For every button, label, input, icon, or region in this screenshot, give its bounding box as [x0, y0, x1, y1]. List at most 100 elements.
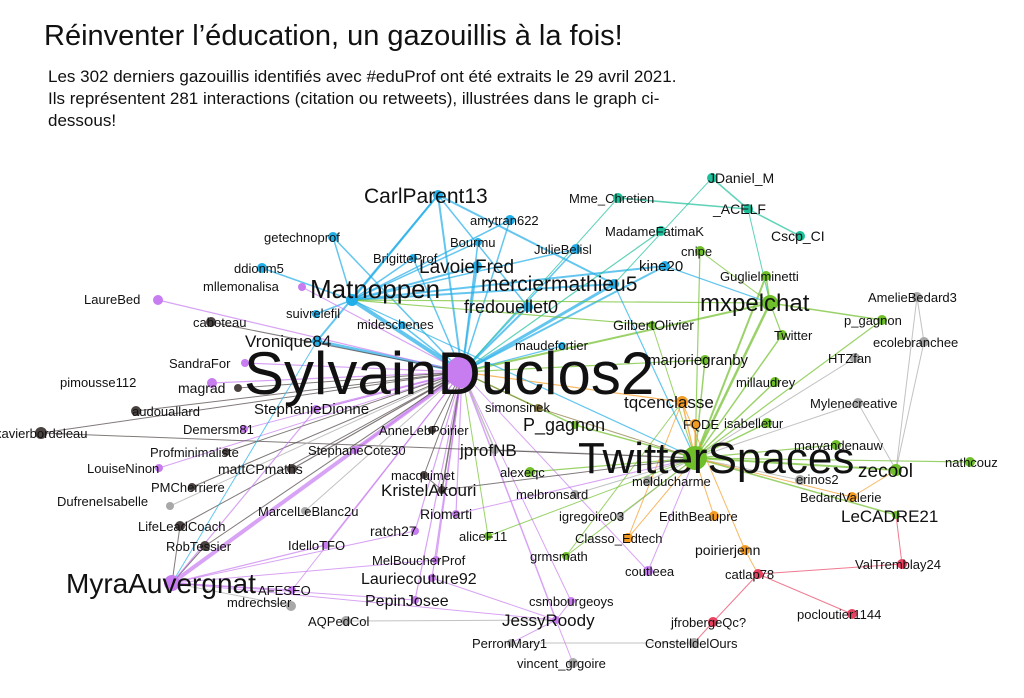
graph-node [795, 231, 805, 241]
node-label: CarlParent13 [364, 185, 488, 208]
node-label: AQPedCol [308, 614, 370, 629]
node-label: jfrobergeQc? [670, 615, 746, 630]
graph-node [643, 566, 653, 576]
graph-node [438, 486, 446, 494]
graph-node [762, 295, 778, 311]
graph-node [609, 279, 619, 289]
node-label: Lauriecouture92 [361, 571, 477, 588]
node-label: erinos2 [796, 472, 839, 487]
graph-edge [461, 265, 666, 373]
node-label: LeCADRE21 [841, 507, 938, 526]
node-label: marvandenauw [794, 438, 883, 453]
node-label: IdelloTFO [288, 538, 345, 553]
graph-edges [40, 177, 971, 664]
graph-edge [291, 371, 463, 470]
node-label: nathcouz [945, 455, 998, 470]
graph-edge [895, 296, 918, 471]
node-label: alexeqc [500, 465, 545, 480]
graph-node [683, 446, 707, 470]
node-label: LifeLeadCoach [138, 519, 225, 534]
graph-edge [171, 582, 557, 621]
node-label: Riomarti [420, 506, 472, 522]
graph-edge [435, 371, 463, 561]
graph-edge [694, 457, 801, 481]
graph-edge [204, 371, 463, 547]
node-label: audouallard [132, 404, 200, 419]
graph-node [761, 271, 771, 281]
graph-edge [747, 208, 771, 304]
node-label: mllemonalisa [203, 279, 280, 294]
graph-node [188, 483, 196, 491]
graph-edge [461, 219, 511, 373]
node-label: igregoire03 [559, 509, 624, 524]
graph-edge [301, 286, 463, 373]
graph-edge [510, 619, 557, 644]
graph-edge [694, 275, 767, 459]
graph-node [446, 356, 478, 388]
node-label: PerronMary1 [472, 636, 547, 651]
graph-node [351, 446, 359, 454]
node-label: JDaniel_M [708, 170, 774, 186]
graph-edge [351, 299, 696, 459]
graph-node [571, 490, 579, 498]
node-label: merciermathieu5 [481, 273, 637, 296]
node-label: Guglielminetti [720, 269, 799, 284]
graph-node [743, 204, 753, 214]
node-label: BrigitteProf [373, 251, 438, 266]
graph-edge [895, 514, 903, 565]
graph-edge [157, 299, 463, 373]
graph-edge [40, 432, 696, 459]
graph-edge [613, 283, 696, 459]
graph-edge [414, 371, 463, 532]
graph-edge [694, 457, 897, 471]
graph-edge [699, 250, 771, 304]
graph-edge [857, 402, 897, 471]
graph-edge [455, 457, 696, 515]
graph-edge [316, 194, 439, 342]
graph-node [166, 502, 174, 510]
graph-edge [261, 267, 353, 301]
node-label: simonsinek [485, 400, 551, 415]
graph-edge [916, 296, 925, 343]
graph-edge [169, 371, 463, 507]
graph-node [472, 261, 482, 271]
node-label: JessyRoody [502, 611, 595, 630]
node-label: MelBoucherProf [372, 553, 466, 568]
graph-node [853, 398, 863, 408]
node-label: StephaneCote30 [308, 443, 406, 458]
graph-edge [461, 359, 706, 373]
node-label: LouiseNinon [87, 461, 159, 476]
graph-node [164, 575, 180, 591]
graph-edge [461, 371, 489, 537]
graph-edge [694, 402, 859, 459]
graph-edge [351, 257, 414, 301]
node-label: maudefortier [515, 338, 589, 353]
graph-edge [537, 407, 696, 459]
graph-node [432, 556, 440, 564]
graph-edge [461, 371, 572, 602]
graph-edge [158, 371, 463, 469]
graph-edge [574, 424, 696, 459]
graph-edge [351, 219, 511, 301]
graph-edge [455, 371, 463, 515]
graph-edge [351, 265, 666, 301]
graph-node [919, 337, 929, 347]
node-label: ValTremblay24 [855, 557, 941, 572]
node-label: mdrechsler [227, 595, 292, 610]
graph-node [312, 336, 322, 346]
node-label: Profminimaliste [150, 445, 239, 460]
graph-node [346, 294, 358, 306]
graph-node [288, 586, 296, 594]
graph-node [507, 639, 515, 647]
graph-edge [351, 283, 615, 301]
graph-node [433, 190, 443, 200]
node-label: tqcenclasse [624, 393, 714, 412]
graph-node [912, 292, 922, 302]
node-label: pocloutier1144 [797, 607, 881, 622]
graph-edge [210, 321, 463, 373]
graph-node [312, 310, 320, 318]
node-label: xavierbordeleau [0, 426, 88, 441]
graph-edge [351, 248, 577, 301]
node-label: Mme_Chretien [569, 191, 654, 206]
graph-node [616, 512, 624, 520]
